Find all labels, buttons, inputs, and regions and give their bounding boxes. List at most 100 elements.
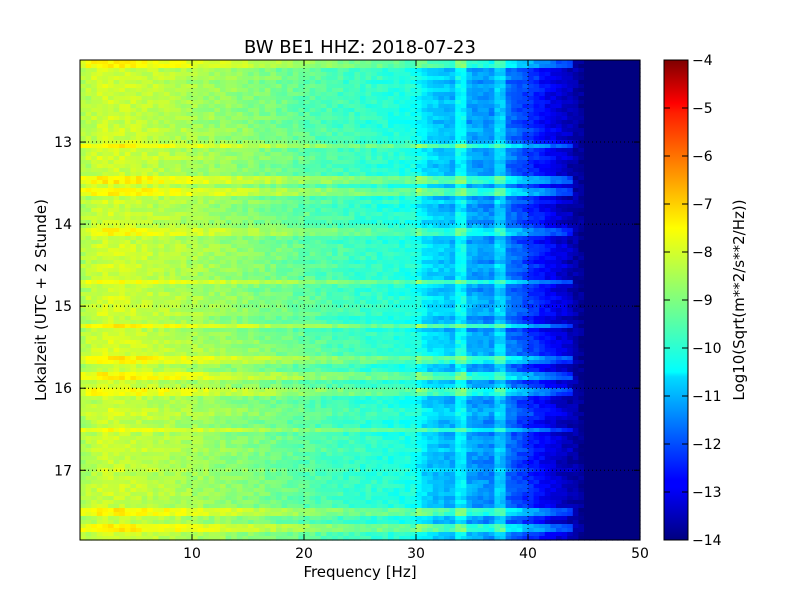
heatmap-cell (410, 180, 417, 185)
heatmap-cell (500, 168, 507, 173)
heatmap-cell (164, 68, 171, 73)
heatmap-cell (147, 256, 154, 261)
heatmap-cell (612, 212, 619, 217)
heatmap-cell (455, 204, 462, 209)
heatmap-cell (567, 72, 574, 77)
heatmap-cell (197, 148, 204, 153)
heatmap-cell (449, 216, 456, 221)
heatmap-cell (388, 168, 395, 173)
heatmap-cell (438, 80, 445, 85)
heatmap-cell (332, 72, 339, 77)
heatmap-cell (298, 212, 305, 217)
heatmap-cell (332, 140, 339, 145)
heatmap-cell (348, 244, 355, 249)
heatmap-cell (460, 68, 467, 73)
heatmap-cell (483, 184, 490, 189)
heatmap-cell (488, 180, 495, 185)
heatmap-cell (550, 104, 557, 109)
heatmap-cell (617, 100, 624, 105)
heatmap-cell (623, 76, 630, 81)
heatmap-cell (567, 152, 574, 157)
heatmap-cell (175, 72, 182, 77)
heatmap-cell (533, 168, 540, 173)
heatmap-cell (203, 128, 210, 133)
heatmap-cell (365, 192, 372, 197)
heatmap-cell (152, 152, 159, 157)
heatmap-cell (96, 144, 103, 149)
heatmap-cell (628, 108, 635, 113)
heatmap-cell (315, 192, 322, 197)
heatmap-cell (410, 220, 417, 225)
heatmap-cell (449, 144, 456, 149)
heatmap-cell (186, 136, 193, 141)
heatmap-cell (231, 152, 238, 157)
heatmap-cell (516, 116, 523, 121)
heatmap-cell (186, 60, 193, 65)
heatmap-cell (360, 148, 367, 153)
heatmap-cell (578, 60, 585, 65)
heatmap-cell (270, 116, 277, 121)
heatmap-cell (180, 172, 187, 177)
heatmap-cell (488, 112, 495, 117)
heatmap-cell (281, 68, 288, 73)
heatmap-cell (388, 64, 395, 69)
heatmap-cell (91, 164, 98, 169)
heatmap-cell (225, 208, 232, 213)
heatmap-cell (410, 88, 417, 93)
heatmap-cell (455, 76, 462, 81)
heatmap-cell (203, 180, 210, 185)
heatmap-cell (337, 204, 344, 209)
heatmap-cell (259, 228, 266, 233)
heatmap-cell (522, 136, 529, 141)
heatmap-cell (169, 92, 176, 97)
heatmap-cell (477, 212, 484, 217)
heatmap-cell (348, 96, 355, 101)
heatmap-cell (533, 80, 540, 85)
heatmap-cell (348, 164, 355, 169)
heatmap-cell (623, 160, 630, 165)
heatmap-cell (292, 200, 299, 205)
heatmap-cell (164, 148, 171, 153)
heatmap-cell (304, 196, 311, 201)
heatmap-cell (528, 124, 535, 129)
heatmap-cell (371, 188, 378, 193)
heatmap-cell (410, 228, 417, 233)
heatmap-cell (578, 164, 585, 169)
heatmap-cell (388, 212, 395, 217)
heatmap-cell (180, 244, 187, 249)
heatmap-cell (567, 60, 574, 65)
heatmap-cell (276, 112, 283, 117)
heatmap-cell (623, 100, 630, 105)
heatmap-cell (242, 256, 249, 261)
heatmap-cell (606, 184, 613, 189)
heatmap-cell (634, 240, 641, 245)
heatmap-cell (533, 220, 540, 225)
heatmap-cell (124, 72, 131, 77)
heatmap-cell (393, 176, 400, 181)
heatmap-cell (628, 128, 635, 133)
heatmap-cell (455, 132, 462, 137)
heatmap-cell (544, 236, 551, 241)
heatmap-cell (175, 144, 182, 149)
heatmap-cell (259, 204, 266, 209)
heatmap-cell (416, 96, 423, 101)
heatmap-cell (438, 128, 445, 133)
heatmap-cell (416, 220, 423, 225)
heatmap-cell (152, 140, 159, 145)
heatmap-cell (175, 192, 182, 197)
heatmap-cell (421, 200, 428, 205)
heatmap-cell (528, 252, 535, 257)
heatmap-cell (231, 108, 238, 113)
heatmap-cell (203, 236, 210, 241)
heatmap-cell (556, 240, 563, 245)
heatmap-cell (561, 164, 568, 169)
heatmap-cell (113, 256, 120, 261)
heatmap-cell (214, 76, 221, 81)
heatmap-cell (96, 200, 103, 205)
heatmap-cell (584, 136, 591, 141)
heatmap-cell (488, 116, 495, 121)
heatmap-cell (158, 172, 165, 177)
heatmap-cell (584, 124, 591, 129)
heatmap-cell (455, 176, 462, 181)
heatmap-cell (158, 100, 165, 105)
